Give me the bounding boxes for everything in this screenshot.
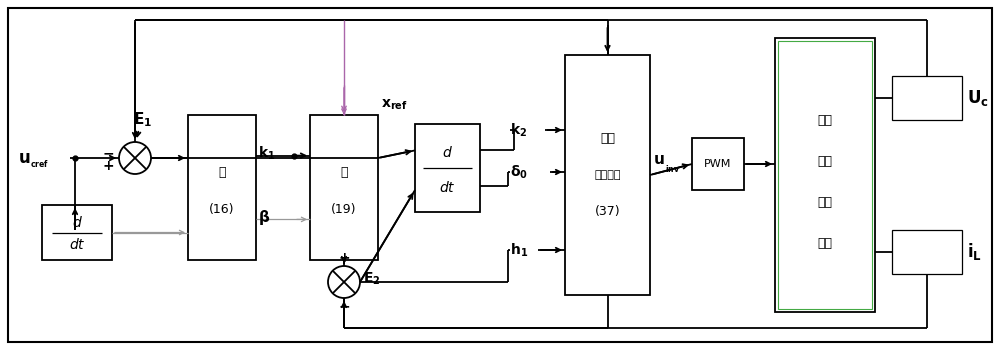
Text: 式: 式	[340, 167, 348, 180]
Text: $\mathbf{U_c}$: $\mathbf{U_c}$	[967, 88, 989, 108]
Bar	[188, 115, 256, 260]
Text: $\mathbf{_{inv}}$: $\mathbf{_{inv}}$	[665, 164, 680, 176]
Text: $\mathbf{E_1}$: $\mathbf{E_1}$	[133, 111, 153, 130]
Text: $\mathbf{u}$: $\mathbf{u}$	[653, 153, 665, 168]
Text: $\mathbf{\delta_0}$: $\mathbf{\delta_0}$	[510, 163, 528, 181]
Bar	[415, 124, 480, 212]
Bar	[892, 76, 962, 120]
Bar	[565, 55, 650, 295]
Text: 式: 式	[218, 167, 226, 180]
Text: $d$: $d$	[72, 215, 82, 230]
Text: PWM: PWM	[704, 159, 732, 169]
Bar	[892, 230, 962, 274]
Text: $\mathbf{_{cref}}$: $\mathbf{_{cref}}$	[30, 159, 49, 171]
Text: 三相: 三相	[818, 114, 832, 127]
Text: (37): (37)	[595, 204, 620, 217]
Text: +: +	[102, 159, 114, 173]
Text: −: −	[102, 146, 114, 160]
Text: 电压: 电压	[818, 155, 832, 168]
Text: $\mathbf{i_L}$: $\mathbf{i_L}$	[967, 241, 982, 262]
Text: −: −	[338, 299, 350, 313]
Bar	[775, 38, 875, 312]
Text: 控制率式: 控制率式	[594, 170, 621, 180]
Text: 变器: 变器	[818, 237, 832, 250]
Text: $\mathbf{\beta}$: $\mathbf{\beta}$	[258, 208, 270, 227]
Bar	[310, 115, 378, 260]
Text: 型逆: 型逆	[818, 196, 832, 209]
Text: (16): (16)	[209, 203, 235, 216]
Text: $\mathbf{u}$: $\mathbf{u}$	[18, 149, 30, 167]
Text: $\mathbf{k_2}$: $\mathbf{k_2}$	[510, 121, 527, 139]
Text: $\mathbf{h_1}$: $\mathbf{h_1}$	[510, 241, 528, 259]
Text: $\mathbf{E_2}$: $\mathbf{E_2}$	[363, 271, 380, 287]
Text: $dt$: $dt$	[69, 237, 85, 252]
Text: $\mathbf{x_{ref}}$: $\mathbf{x_{ref}}$	[381, 98, 408, 112]
Text: +: +	[338, 251, 350, 265]
Text: $\mathbf{k_1}$: $\mathbf{k_1}$	[258, 145, 275, 162]
Text: (19): (19)	[331, 203, 357, 216]
Text: $dt$: $dt$	[439, 180, 456, 195]
Text: $d$: $d$	[442, 145, 453, 160]
Bar	[692, 138, 744, 190]
Bar	[42, 205, 112, 260]
Bar	[778, 41, 872, 309]
Text: 反馈: 反馈	[600, 133, 615, 146]
